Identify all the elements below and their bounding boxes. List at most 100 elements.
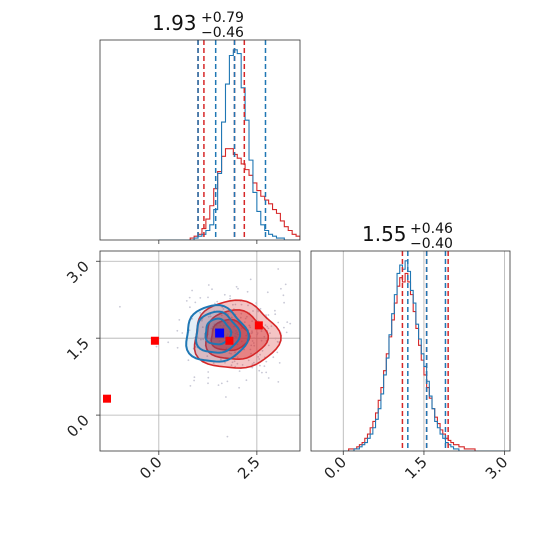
scatter-point: [201, 319, 203, 322]
scatter-point: [244, 317, 247, 320]
scatter-point: [246, 290, 249, 293]
scatter-point: [235, 285, 238, 288]
scatter-point: [250, 344, 253, 347]
scatter-point: [267, 314, 270, 316]
scatter-point: [251, 330, 253, 333]
scatter-point: [247, 359, 250, 362]
blue-square-marker: [215, 328, 225, 338]
scatter-point: [155, 345, 158, 348]
scatter-point: [230, 352, 232, 355]
scatter-point: [253, 344, 256, 347]
bottom-right-title: 1.55 +0.46 −0.40: [362, 221, 453, 252]
scatter-point: [276, 340, 279, 343]
scatter-point: [225, 396, 227, 398]
scatter-point: [258, 369, 261, 372]
scatter-point: [232, 303, 234, 306]
scatter-point: [220, 358, 222, 361]
scatter-point: [267, 377, 270, 379]
scatter-point: [207, 382, 209, 385]
scatter-point: [260, 330, 263, 333]
scatter-point: [229, 297, 232, 300]
scatter-point: [238, 386, 241, 389]
bottom-left-y-tick-label-0: 0.0: [63, 411, 93, 441]
scatter-point: [228, 352, 231, 354]
scatter-point: [234, 303, 237, 306]
scatter-point: [266, 325, 269, 328]
bottom-right-title-value: 1.55: [362, 222, 407, 246]
scatter-point: [230, 364, 233, 367]
scatter-point: [259, 364, 261, 367]
scatter-point: [178, 319, 181, 321]
scatter-point: [276, 351, 279, 354]
scatter-point: [274, 337, 277, 340]
scatter-point: [258, 358, 261, 360]
scatter-point: [181, 332, 184, 334]
bottom-right-title-plus: +0.46: [410, 221, 453, 237]
red-square-marker-0: [103, 394, 111, 403]
scatter-point: [251, 366, 254, 369]
scatter-point: [209, 315, 212, 318]
scatter-point: [229, 295, 232, 297]
scatter-point: [274, 309, 276, 312]
scatter-point: [257, 356, 260, 358]
scatter-point: [247, 304, 249, 307]
scatter-point: [187, 359, 190, 362]
scatter-point: [248, 324, 251, 327]
scatter-point: [191, 289, 194, 292]
scatter-point: [185, 300, 188, 302]
top-left-frame: [99, 39, 301, 241]
scatter-point: [240, 312, 243, 315]
scatter-point: [189, 385, 192, 387]
scatter-point: [201, 326, 204, 329]
scatter-point: [266, 291, 269, 294]
scatter-point: [249, 278, 252, 281]
bottom-left-x-tick-label-1: 2.5: [234, 453, 264, 483]
bottom-left-contour-panel: 0.0 2.5 0.0 1.5 3.0: [63, 250, 301, 483]
scatter-point: [278, 362, 281, 364]
top-left-title-value: 1.93: [152, 11, 197, 35]
red-square-marker-3: [254, 321, 263, 330]
top-left-blue-histogram: [158, 49, 300, 240]
scatter-point: [261, 371, 263, 374]
scatter-point: [207, 376, 210, 379]
scatter-point: [210, 327, 213, 330]
bottom-right-blue-histogram: [343, 260, 510, 451]
scatter-point: [274, 313, 277, 316]
top-left-title-plus: +0.79: [201, 10, 244, 26]
bottom-right-x-tick-label-1: 1.5: [401, 453, 431, 483]
scatter-point: [265, 371, 268, 374]
scatter-point: [252, 342, 255, 344]
bottom-right-histogram-panel: 0.0 1.5 3.0: [310, 250, 512, 483]
scatter-point: [193, 376, 196, 379]
scatter-point: [233, 360, 236, 363]
scatter-point: [246, 315, 248, 318]
bottom-right-x-tick-label-2: 3.0: [482, 453, 512, 483]
scatter-point: [216, 300, 219, 303]
scatter-point: [214, 302, 216, 305]
scatter-point: [237, 287, 239, 290]
scatter-point: [239, 316, 242, 319]
scatter-point: [285, 331, 288, 334]
scatter-point: [286, 321, 289, 323]
scatter-point: [260, 339, 263, 342]
scatter-point: [243, 321, 246, 324]
scatter-point: [220, 382, 223, 385]
scatter-point: [217, 384, 220, 386]
scatter-point: [236, 362, 239, 365]
bottom-right-frame: [310, 250, 511, 452]
scatter-point: [249, 326, 252, 329]
top-left-red-histogram: [158, 148, 300, 240]
bottom-left-y-tick-label-2: 3.0: [63, 257, 93, 287]
scatter-point: [207, 371, 210, 373]
scatter-point: [251, 331, 254, 334]
scatter-point: [230, 316, 233, 319]
scatter-point: [277, 381, 280, 383]
scatter-point: [226, 435, 229, 438]
scatter-point: [188, 296, 191, 299]
scatter-point: [270, 325, 273, 328]
scatter-point: [282, 294, 285, 297]
scatter-point: [267, 344, 270, 347]
scatter-point: [269, 332, 271, 334]
scatter-point: [252, 310, 254, 312]
scatter-point: [255, 302, 258, 304]
